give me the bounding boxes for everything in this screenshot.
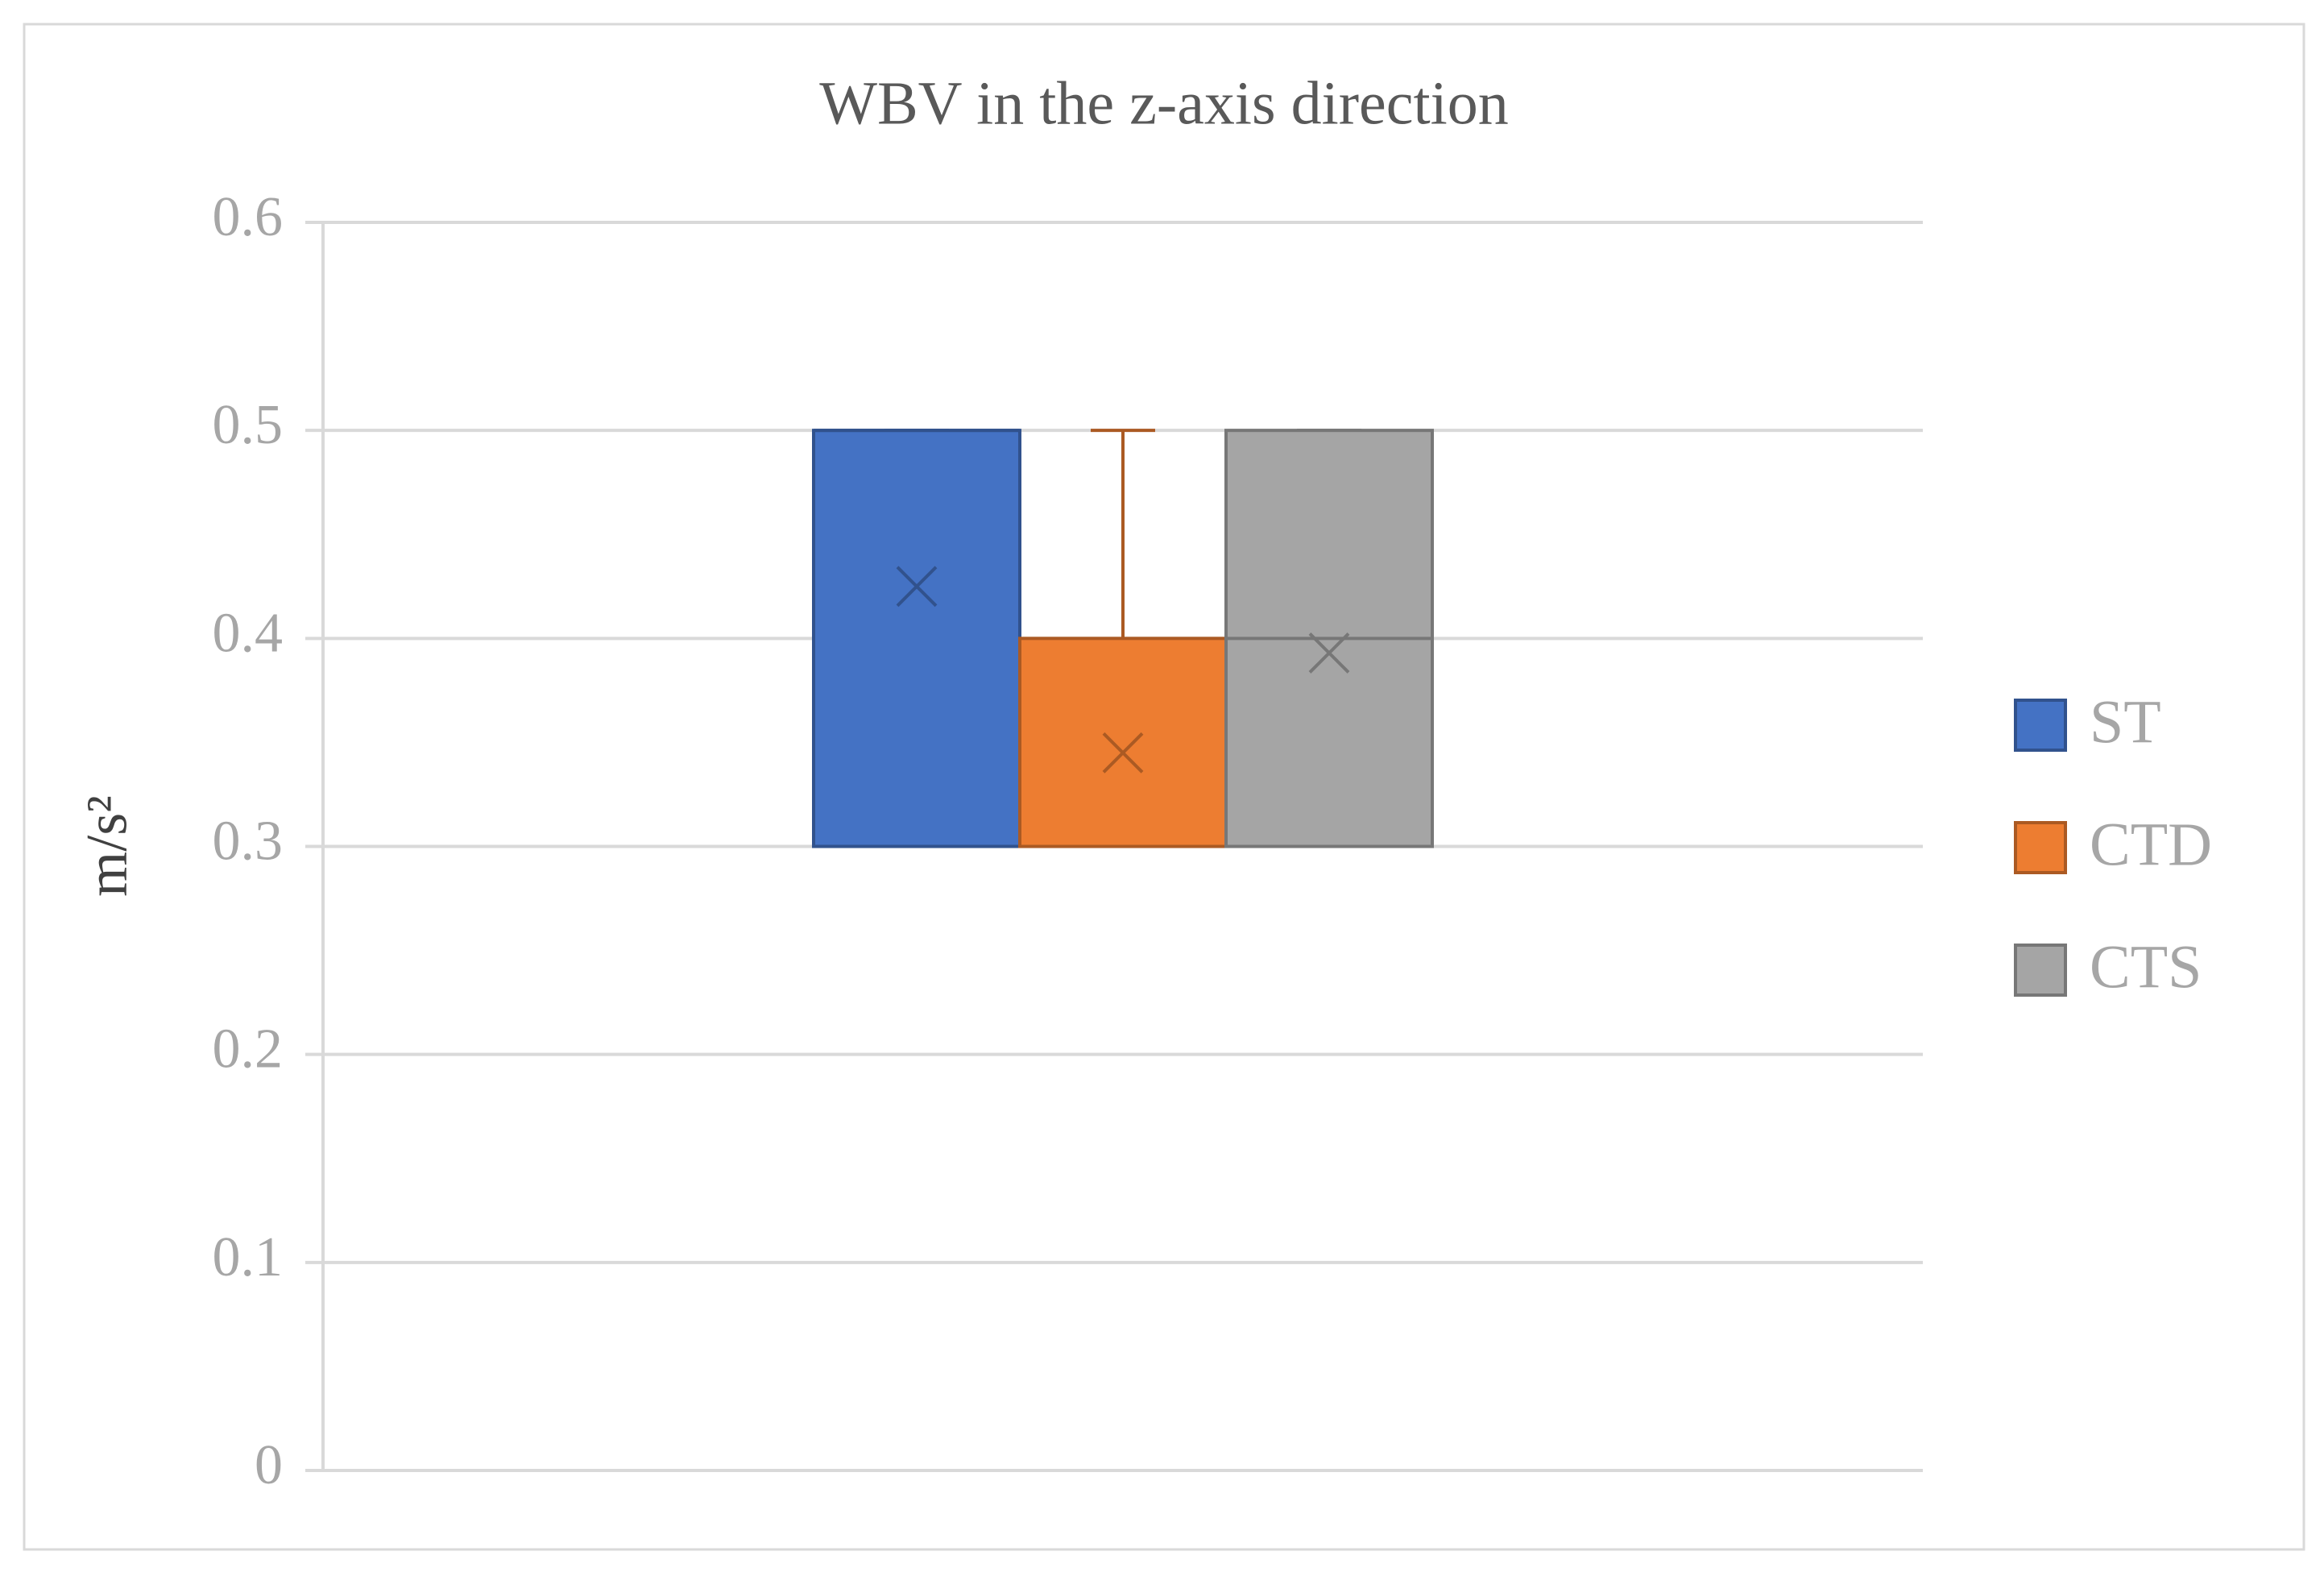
y-tick-label: 0.3 bbox=[213, 811, 284, 873]
legend-swatch bbox=[2014, 699, 2067, 752]
box bbox=[812, 429, 1021, 848]
legend-swatch bbox=[2014, 821, 2067, 874]
legend-label: CTD bbox=[2090, 811, 2212, 878]
mean-marker bbox=[896, 566, 938, 608]
y-tick-label: 0.5 bbox=[213, 394, 284, 456]
legend-label: CTS bbox=[2090, 933, 2202, 1001]
mean-marker bbox=[1102, 732, 1144, 774]
y-tick-label: 0.4 bbox=[213, 602, 284, 664]
legend-swatch bbox=[2014, 944, 2067, 997]
y-tick-label: 0.2 bbox=[213, 1018, 284, 1080]
box bbox=[1018, 637, 1228, 848]
y-tick-label: 0.1 bbox=[213, 1226, 284, 1288]
y-axis-label: m/s² bbox=[75, 795, 139, 897]
chart-title: WBV in the z-axis direction bbox=[819, 69, 1508, 137]
y-tick-label: 0 bbox=[255, 1434, 283, 1496]
legend-label: ST bbox=[2090, 688, 2161, 756]
y-tick-label: 0.6 bbox=[213, 186, 284, 248]
mean-marker bbox=[1308, 632, 1350, 674]
